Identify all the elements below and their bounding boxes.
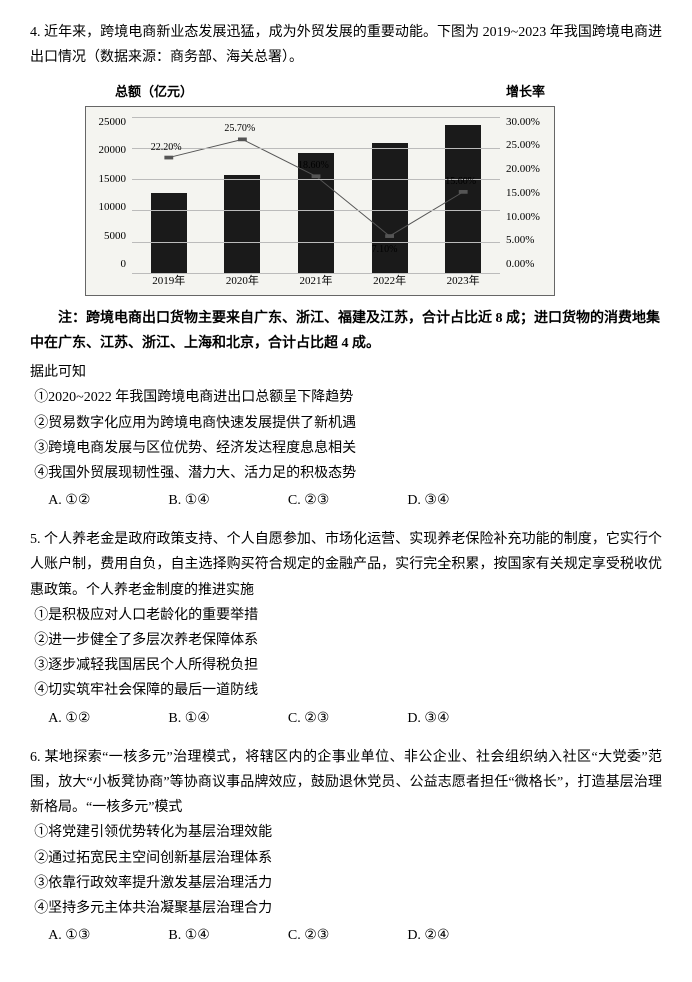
yr-tick: 10.00% <box>506 208 548 228</box>
q6-prompt: 6. 某地探索“一核多元”治理模式，将辖区内的企事业单位、非公企业、社会组织纳入… <box>30 745 662 821</box>
yl-tick: 25000 <box>92 113 126 133</box>
x-tick: 2020年 <box>226 272 259 292</box>
q4-number: 4. <box>30 25 41 40</box>
q5-number: 5. <box>30 532 41 547</box>
yl-tick: 15000 <box>92 170 126 190</box>
q4-text: 近年来，跨境电商新业态发展迅猛，成为外贸发展的重要动能。下图为 2019~202… <box>30 25 662 65</box>
x-tick: 2021年 <box>299 272 332 292</box>
q4-choice-c[interactable]: C. ②③ <box>288 488 329 513</box>
q6-opt-2: ②通过拓宽民主空间创新基层治理体系 <box>34 846 662 871</box>
x-tick: 2022年 <box>373 272 406 292</box>
q5-opt-3: ③逐步减轻我国居民个人所得税负担 <box>34 653 662 678</box>
question-5: 5. 个人养老金是政府政策支持、个人自愿参加、市场化运营、实现养老保险补充功能的… <box>30 527 662 731</box>
q6-text: 某地探索“一核多元”治理模式，将辖区内的企事业单位、非公企业、社会组织纳入社区“… <box>30 750 662 815</box>
q4-opt-1: ①2020~2022 年我国跨境电商进出口总额呈下降趋势 <box>34 385 662 410</box>
q5-text: 个人养老金是政府政策支持、个人自愿参加、市场化运营、实现养老保险补充功能的制度，… <box>30 532 662 597</box>
y-axis-right: 30.00% 25.00% 20.00% 15.00% 10.00% 5.00%… <box>506 113 548 275</box>
q6-choice-a[interactable]: A. ①③ <box>48 923 90 948</box>
q4-stem: 据此可知 <box>30 360 662 385</box>
question-4: 4. 近年来，跨境电商新业态发展迅猛，成为外贸发展的重要动能。下图为 2019~… <box>30 20 662 513</box>
q5-choice-a[interactable]: A. ①② <box>48 706 90 731</box>
yl-tick: 5000 <box>92 227 126 247</box>
growth-line <box>132 117 500 273</box>
line-point-label: 22.20% <box>151 139 182 157</box>
x-axis: 2019年 2020年 2021年 2022年 2023年 <box>132 272 500 292</box>
q4-choice-b[interactable]: B. ①④ <box>168 488 209 513</box>
q4-note: 注：跨境电商出口货物主要来自广东、浙江、福建及江苏，合计占比近 8 成；进口货物… <box>30 306 662 356</box>
q5-prompt: 5. 个人养老金是政府政策支持、个人自愿参加、市场化运营、实现养老保险补充功能的… <box>30 527 662 603</box>
yl-tick: 10000 <box>92 198 126 218</box>
line-point-label: 25.70% <box>224 120 255 138</box>
q4-choices: A. ①② B. ①④ C. ②③ D. ③④ <box>48 488 662 513</box>
q4-opt-2: ②贸易数字化应用为跨境电商快速发展提供了新机遇 <box>34 411 662 436</box>
yr-tick: 25.00% <box>506 136 548 156</box>
yl-tick: 20000 <box>92 141 126 161</box>
yr-tick: 5.00% <box>506 231 548 251</box>
q4-prompt: 4. 近年来，跨境电商新业态发展迅猛，成为外贸发展的重要动能。下图为 2019~… <box>30 20 662 70</box>
y-axis-left: 25000 20000 15000 10000 5000 0 <box>92 113 126 275</box>
q4-choice-d[interactable]: D. ③④ <box>407 488 449 513</box>
q6-choices: A. ①③ B. ①④ C. ②③ D. ②④ <box>48 923 662 948</box>
q5-choice-b[interactable]: B. ①④ <box>168 706 209 731</box>
q5-opt-1: ①是积极应对人口老龄化的重要举措 <box>34 603 662 628</box>
line-point-label: 18.60% <box>298 157 329 175</box>
q5-choice-d[interactable]: D. ③④ <box>407 706 449 731</box>
q6-choice-d[interactable]: D. ②④ <box>407 923 449 948</box>
x-tick: 2019年 <box>152 272 185 292</box>
q6-opt-4: ④坚持多元主体共治凝聚基层治理合力 <box>34 896 662 921</box>
q6-number: 6. <box>30 750 41 765</box>
yr-tick: 0.00% <box>506 255 548 275</box>
q6-opt-1: ①将党建引领优势转化为基层治理效能 <box>34 820 662 845</box>
x-tick: 2023年 <box>447 272 480 292</box>
yr-tick: 20.00% <box>506 160 548 180</box>
line-point-label: 15.60% <box>445 173 476 191</box>
yr-tick: 30.00% <box>506 113 548 133</box>
q5-opt-2: ②进一步健全了多层次养老保障体系 <box>34 628 662 653</box>
q4-opt-3: ③跨境电商发展与区位优势、经济发达程度息息相关 <box>34 436 662 461</box>
q6-choice-b[interactable]: B. ①④ <box>168 923 209 948</box>
chart-area: 25000 20000 15000 10000 5000 0 30.00% 25… <box>85 106 555 296</box>
plot-area: 22.20% 25.70% 18.60% 7.10% 15.60% <box>132 117 500 273</box>
line-point-label: 7.10% <box>372 241 398 259</box>
q4-choice-a[interactable]: A. ①② <box>48 488 90 513</box>
q5-opt-4: ④切实筑牢社会保障的最后一道防线 <box>34 678 662 703</box>
question-6: 6. 某地探索“一核多元”治理模式，将辖区内的企事业单位、非公企业、社会组织纳入… <box>30 745 662 949</box>
q5-choice-c[interactable]: C. ②③ <box>288 706 329 731</box>
q4-opt-4: ④我国外贸展现韧性强、潜力大、活力足的积极态势 <box>34 461 662 486</box>
chart-left-title: 总额（亿元） <box>115 80 193 103</box>
q6-opt-3: ③依靠行政效率提升激发基层治理活力 <box>34 871 662 896</box>
q4-chart: 总额（亿元） 增长率 25000 20000 15000 10000 5000 … <box>85 80 555 295</box>
q6-choice-c[interactable]: C. ②③ <box>288 923 329 948</box>
q5-choices: A. ①② B. ①④ C. ②③ D. ③④ <box>48 706 662 731</box>
yr-tick: 15.00% <box>506 184 548 204</box>
chart-right-title: 增长率 <box>506 80 545 103</box>
yl-tick: 0 <box>92 255 126 275</box>
